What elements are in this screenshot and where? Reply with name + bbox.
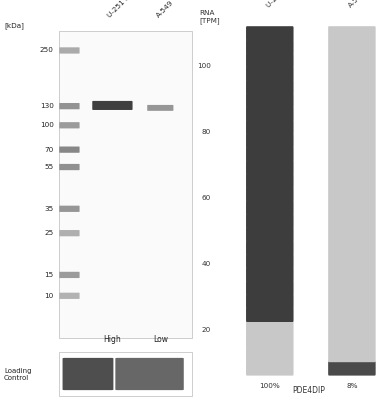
FancyBboxPatch shape	[246, 26, 294, 40]
Text: 100%: 100%	[259, 383, 280, 389]
Text: 15: 15	[45, 272, 54, 278]
FancyBboxPatch shape	[328, 53, 376, 67]
FancyBboxPatch shape	[59, 47, 80, 54]
FancyBboxPatch shape	[246, 241, 294, 255]
Text: RNA
[TPM]: RNA [TPM]	[199, 10, 220, 24]
FancyBboxPatch shape	[328, 294, 376, 309]
FancyBboxPatch shape	[328, 254, 376, 268]
FancyBboxPatch shape	[328, 348, 376, 362]
FancyBboxPatch shape	[328, 281, 376, 295]
FancyBboxPatch shape	[246, 187, 294, 202]
FancyBboxPatch shape	[328, 106, 376, 121]
Text: 25: 25	[45, 230, 54, 236]
FancyBboxPatch shape	[328, 361, 376, 376]
FancyBboxPatch shape	[59, 122, 80, 128]
Text: A-549: A-549	[348, 0, 367, 9]
Text: 100: 100	[40, 122, 54, 128]
FancyBboxPatch shape	[246, 53, 294, 67]
FancyBboxPatch shape	[246, 334, 294, 349]
FancyBboxPatch shape	[328, 187, 376, 202]
FancyBboxPatch shape	[328, 120, 376, 134]
Text: 35: 35	[45, 206, 54, 212]
FancyBboxPatch shape	[328, 160, 376, 174]
FancyBboxPatch shape	[246, 308, 294, 322]
FancyBboxPatch shape	[59, 230, 80, 236]
FancyBboxPatch shape	[92, 101, 133, 110]
FancyBboxPatch shape	[246, 267, 294, 282]
FancyBboxPatch shape	[328, 308, 376, 322]
FancyBboxPatch shape	[328, 241, 376, 255]
FancyBboxPatch shape	[63, 358, 113, 390]
Text: 80: 80	[202, 129, 211, 135]
FancyBboxPatch shape	[246, 348, 294, 362]
FancyBboxPatch shape	[328, 147, 376, 161]
FancyBboxPatch shape	[246, 294, 294, 309]
FancyBboxPatch shape	[246, 160, 294, 174]
Text: 8%: 8%	[346, 383, 358, 389]
FancyBboxPatch shape	[328, 227, 376, 242]
Text: 70: 70	[45, 147, 54, 153]
Text: 10: 10	[45, 293, 54, 299]
FancyBboxPatch shape	[115, 358, 184, 390]
FancyBboxPatch shape	[328, 267, 376, 282]
FancyBboxPatch shape	[59, 272, 80, 278]
FancyBboxPatch shape	[246, 120, 294, 134]
FancyBboxPatch shape	[59, 352, 192, 396]
Text: High: High	[104, 335, 121, 344]
FancyBboxPatch shape	[328, 334, 376, 349]
Text: Low: Low	[153, 335, 168, 344]
FancyBboxPatch shape	[246, 361, 294, 376]
Text: 100: 100	[197, 63, 211, 69]
FancyBboxPatch shape	[59, 31, 192, 338]
FancyBboxPatch shape	[246, 200, 294, 215]
Text: 20: 20	[202, 327, 211, 333]
Text: 250: 250	[40, 48, 54, 54]
Text: 130: 130	[40, 103, 54, 109]
FancyBboxPatch shape	[328, 40, 376, 54]
FancyBboxPatch shape	[328, 66, 376, 81]
FancyBboxPatch shape	[246, 40, 294, 54]
FancyBboxPatch shape	[328, 200, 376, 215]
Text: 60: 60	[202, 195, 211, 201]
FancyBboxPatch shape	[246, 133, 294, 148]
FancyBboxPatch shape	[59, 293, 80, 299]
FancyBboxPatch shape	[246, 66, 294, 81]
FancyBboxPatch shape	[328, 80, 376, 94]
FancyBboxPatch shape	[328, 26, 376, 40]
FancyBboxPatch shape	[328, 174, 376, 188]
FancyBboxPatch shape	[59, 103, 80, 109]
FancyBboxPatch shape	[246, 106, 294, 121]
FancyBboxPatch shape	[328, 133, 376, 148]
FancyBboxPatch shape	[246, 227, 294, 242]
FancyBboxPatch shape	[246, 214, 294, 228]
FancyBboxPatch shape	[246, 174, 294, 188]
Text: U-251 MG: U-251 MG	[265, 0, 295, 9]
FancyBboxPatch shape	[59, 206, 80, 212]
FancyBboxPatch shape	[246, 80, 294, 94]
FancyBboxPatch shape	[246, 281, 294, 295]
Text: A-549: A-549	[155, 0, 174, 19]
FancyBboxPatch shape	[246, 147, 294, 161]
FancyBboxPatch shape	[328, 321, 376, 335]
FancyBboxPatch shape	[246, 93, 294, 108]
FancyBboxPatch shape	[328, 214, 376, 228]
FancyBboxPatch shape	[246, 254, 294, 268]
Text: U-251 MG: U-251 MG	[106, 0, 136, 19]
FancyBboxPatch shape	[246, 321, 294, 335]
Text: PDE4DIP: PDE4DIP	[292, 386, 325, 395]
Text: [kDa]: [kDa]	[4, 23, 24, 29]
FancyBboxPatch shape	[147, 105, 173, 111]
Text: 55: 55	[45, 164, 54, 170]
Text: Loading
Control: Loading Control	[4, 368, 31, 380]
FancyBboxPatch shape	[59, 164, 80, 170]
Text: 40: 40	[202, 261, 211, 267]
FancyBboxPatch shape	[328, 93, 376, 108]
FancyBboxPatch shape	[59, 146, 80, 153]
